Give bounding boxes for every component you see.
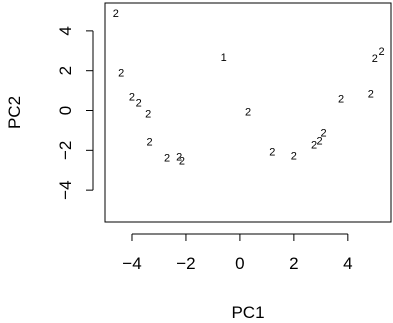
- data-point-label: 2: [368, 89, 374, 101]
- data-point-label: 2: [316, 135, 322, 147]
- data-point-label: 2: [378, 46, 384, 58]
- x-axis: −4 −2 0 2 4: [122, 233, 353, 273]
- x-tick-label: 4: [343, 254, 352, 273]
- data-point-label: 2: [338, 94, 344, 106]
- y-tick-label: 0: [56, 106, 75, 115]
- plot-area: [104, 2, 392, 223]
- data-point-label: 2: [164, 152, 170, 164]
- data-point-label: 2: [269, 146, 275, 158]
- data-point-label: 2: [291, 150, 297, 162]
- data-point-label: 2: [176, 151, 182, 163]
- plot-frame: [104, 2, 392, 223]
- data-point-label: 2: [113, 8, 119, 20]
- data-point-label: 2: [179, 155, 185, 167]
- data-point-label: 2: [145, 108, 151, 120]
- x-axis-label: PC1: [231, 303, 264, 322]
- y-tick-label: 2: [56, 66, 75, 75]
- y-tick-label: −2: [56, 141, 75, 160]
- data-point-label: 2: [129, 92, 135, 104]
- data-point-label: 2: [311, 139, 317, 151]
- y-tick-label: 4: [56, 26, 75, 35]
- x-tick-label: −4: [122, 254, 141, 273]
- data-point-label: 2: [245, 107, 251, 119]
- data-point-label: 2: [146, 136, 152, 148]
- y-axis: −4 −2 0 2 4: [56, 26, 94, 200]
- data-point-label: 2: [118, 68, 124, 80]
- y-tick-label: −4: [56, 180, 75, 199]
- y-axis-label: PC2: [5, 96, 24, 129]
- data-point-label: 2: [372, 53, 378, 65]
- x-tick-label: −2: [176, 254, 195, 273]
- x-tick-label: 0: [235, 254, 244, 273]
- x-tick-label: 2: [289, 254, 298, 273]
- data-point-label: 2: [320, 127, 326, 139]
- data-point-label: 2: [136, 98, 142, 110]
- data-point-label: 1: [221, 52, 227, 64]
